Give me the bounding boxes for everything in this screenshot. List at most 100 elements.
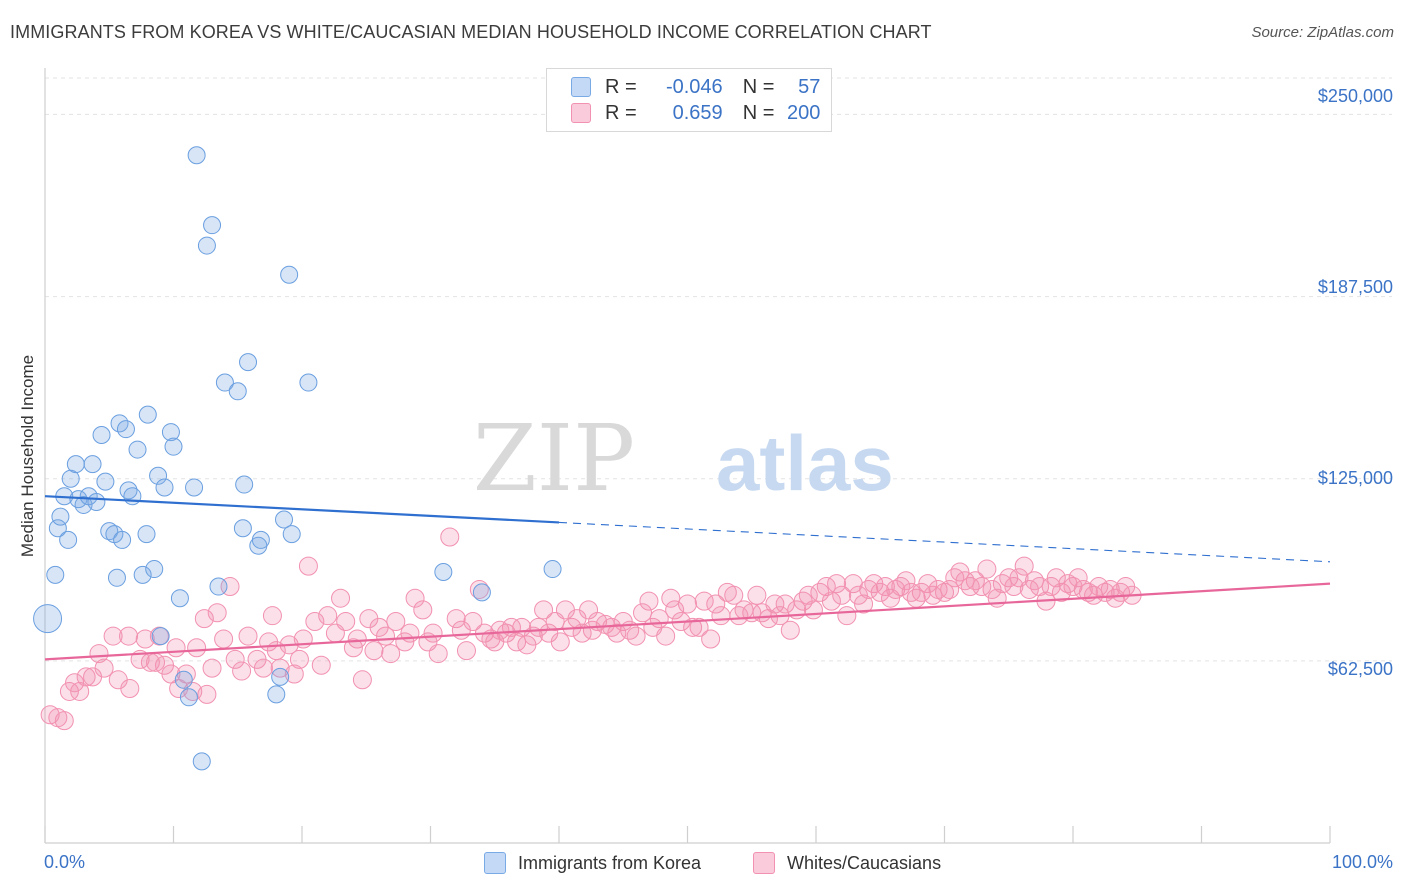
korea-point (66, 455, 85, 474)
white-point (238, 626, 258, 646)
korea-point (275, 510, 294, 529)
korea-point (185, 478, 204, 497)
series-swatch-white (753, 852, 775, 874)
white-point (428, 644, 448, 664)
white-point (469, 579, 489, 599)
white-point (149, 626, 169, 646)
white-point (918, 574, 938, 594)
source-note: Source: ZipAtlas.com (1251, 24, 1394, 41)
y-tick-250000: $250,000 (1317, 86, 1393, 106)
korea-point (187, 146, 206, 165)
white-point (94, 658, 114, 678)
korea-point (107, 568, 126, 587)
white-point (336, 612, 356, 632)
white-point (626, 626, 646, 646)
white-point (656, 626, 676, 646)
white-point (463, 612, 483, 632)
y-tick-62500: $62,500 (1327, 659, 1393, 679)
korea-point (280, 265, 299, 284)
stats-legend: R = -0.046 N = 57 R = 0.659 N = 200 (546, 68, 832, 132)
white-point (135, 629, 155, 649)
white-point (683, 617, 703, 637)
korea-point (472, 583, 491, 602)
korea-trend-extension (558, 521, 1331, 563)
white-point (950, 562, 970, 582)
white-point (821, 591, 841, 611)
korea-point (61, 469, 80, 488)
korea-point (113, 530, 132, 549)
white-point (678, 594, 697, 614)
white-point (405, 588, 425, 608)
white-point (633, 603, 653, 623)
x-tick-left: 0.0% (44, 852, 86, 872)
korea-point (155, 478, 174, 497)
korea-point (116, 420, 135, 439)
white-point (765, 594, 785, 614)
korea-point (251, 530, 270, 549)
white-point (798, 585, 818, 605)
korea-point (33, 604, 63, 634)
watermark-zip: ZIP (473, 405, 635, 512)
legend-r-value: 0.659 (672, 101, 723, 124)
korea-point (228, 382, 247, 401)
legend-swatch-korea (571, 77, 591, 97)
korea-trend-line (44, 495, 560, 524)
white-point (837, 606, 857, 626)
korea-point (128, 440, 147, 459)
white-point (729, 606, 749, 626)
white-point (202, 658, 222, 678)
korea-point (543, 560, 562, 579)
white-point (253, 658, 273, 678)
series-label-white: Whites/Caucasians (787, 852, 942, 873)
white-point (803, 600, 823, 620)
white-point (1014, 556, 1034, 576)
korea-point (59, 530, 78, 549)
series-label-korea: Immigrants from Korea (518, 852, 702, 873)
legend-row-korea: R = -0.046 N = 57 (571, 75, 820, 99)
white-point (870, 582, 890, 602)
korea-point (96, 472, 115, 491)
white-point (214, 629, 234, 649)
trend-lines (44, 495, 1331, 661)
korea-point (133, 565, 152, 584)
white-point (207, 603, 227, 623)
series-legend-korea[interactable]: Immigrants from Korea (484, 852, 701, 874)
white-point (262, 606, 282, 626)
white-point (54, 711, 74, 731)
x-tick-right: 100.0% (1331, 852, 1393, 872)
korea-point (170, 589, 189, 608)
white-point (896, 571, 916, 591)
korea-point (123, 487, 142, 506)
legend-n-value: 57 (798, 75, 821, 98)
white-point (960, 577, 980, 597)
y-tick-187500: $187,500 (1317, 277, 1393, 297)
legend-n-label: N = (742, 75, 775, 98)
white-point (352, 670, 372, 690)
white-point (119, 626, 139, 646)
white-point (854, 594, 874, 614)
korea-points (33, 146, 562, 771)
white-point (298, 556, 318, 576)
series-legend-white[interactable]: Whites/Caucasians (753, 852, 941, 874)
white-point (400, 623, 420, 643)
white-point (940, 579, 960, 599)
white-point (364, 641, 384, 661)
white-point (59, 681, 79, 701)
white-point (639, 591, 659, 611)
white-point (665, 600, 685, 620)
korea-point (179, 688, 198, 707)
white-point (446, 609, 466, 629)
white-point (977, 559, 997, 579)
white-point (120, 679, 140, 699)
white-point (381, 644, 401, 664)
white-points (40, 527, 1142, 731)
legend-swatch-white (571, 103, 591, 123)
korea-point (215, 373, 234, 392)
axes (44, 68, 1331, 844)
white-point (550, 632, 570, 652)
korea-point (137, 525, 156, 544)
korea-point (138, 405, 157, 424)
legend-n-value: 200 (787, 101, 821, 124)
white-point (166, 638, 186, 658)
